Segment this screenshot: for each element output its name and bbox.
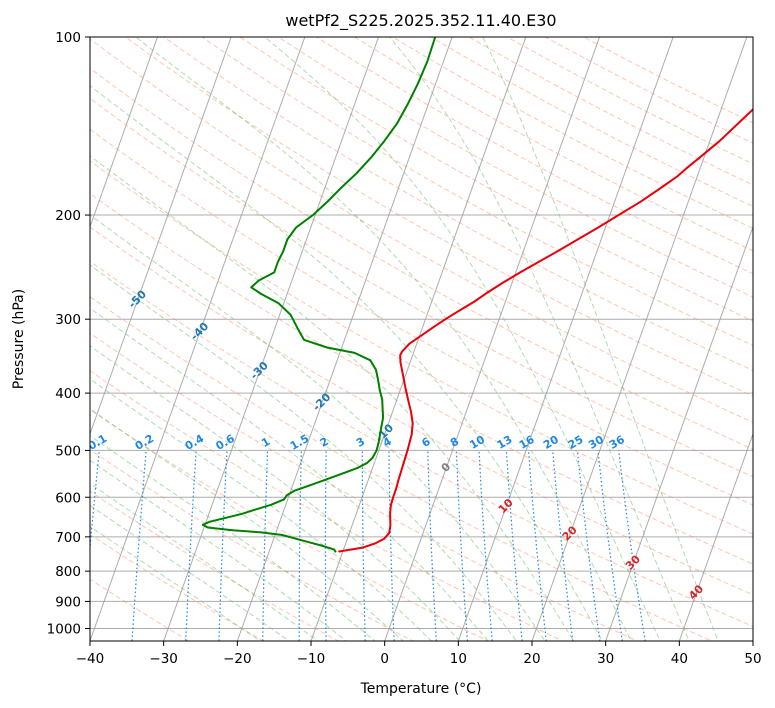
dewpoint-profile [201, 37, 437, 553]
x-tick-label: 10 [450, 651, 467, 667]
isotherm-gridline [605, 225, 753, 641]
mixing-ratio-line [455, 450, 469, 641]
mixing-ratio-line [388, 450, 395, 641]
x-tick-label: 50 [744, 651, 761, 667]
moist-adiabat-line [90, 264, 518, 641]
axes: −40 −30 −20 −10 0 10 20 30 40 50 100 200 300 400 500 60… [47, 30, 762, 667]
x-tick-label: 40 [671, 651, 688, 667]
dry-adiabat-line [90, 370, 564, 641]
plot-background [90, 37, 753, 641]
x-tick-label: 20 [523, 651, 540, 667]
mixing-ratio-line [218, 450, 228, 641]
mixing-ratio-line [527, 450, 547, 641]
dry-adiabat-line [90, 38, 753, 423]
x-tick-label: −20 [223, 651, 252, 667]
x-tick-label: −30 [149, 651, 178, 667]
mixing-ratio-line [618, 450, 646, 641]
chart-title: wetPf2_S225.2025.352.11.40.E30 [285, 11, 556, 31]
y-axis-title: Pressure (hPa) [11, 289, 27, 389]
isotherm-gridline [678, 432, 753, 641]
y-tick-label: 300 [55, 312, 81, 328]
mixing-ratio-line [361, 450, 366, 641]
dry-adiabat-line [90, 67, 753, 450]
mixing-ratio-line [185, 450, 197, 641]
mixing-ratio-line [262, 450, 269, 641]
mixing-ratio-line [90, 450, 100, 554]
y-tick-label: 400 [55, 386, 81, 402]
x-tick-label: −10 [297, 651, 326, 667]
isotherm-gridline [384, 37, 601, 641]
adiabat-label: -60 [68, 242, 91, 265]
mixing-ratio-line [324, 450, 327, 641]
mixing-ratio-line [427, 450, 438, 641]
dry-adiabat-line [90, 97, 753, 478]
dry-adiabat-line [90, 578, 190, 641]
mixing-ratio-line [552, 450, 574, 641]
isotherm-gridline [90, 37, 306, 641]
y-tick-label: 100 [55, 30, 81, 46]
moist-adiabat-line [90, 345, 461, 641]
y-tick-label: 200 [55, 208, 81, 224]
y-tick-label: 900 [55, 594, 81, 610]
mixing-ratio-line [576, 450, 601, 641]
moist-adiabat-line [90, 525, 262, 641]
y-tick-label: 600 [55, 490, 81, 506]
isotherm-gridline [457, 37, 674, 641]
isotherm-gridline [531, 37, 748, 641]
mixing-ratio-line [131, 450, 147, 641]
moist-adiabat-line [90, 504, 290, 641]
mixing-ratio-line [298, 450, 302, 641]
mixing-ratio-line [478, 450, 493, 641]
mixing-ratio-line [597, 450, 624, 641]
x-tick-label: 30 [597, 651, 614, 667]
moist-adiabat-line [482, 37, 719, 641]
adiabat-label: -70 [13, 190, 36, 213]
y-tick-label: 700 [55, 530, 81, 546]
x-tick-label: 0 [380, 651, 389, 667]
dry-adiabat-line [90, 533, 265, 641]
mixing-ratio-line [505, 450, 523, 641]
plot-frame [89, 36, 754, 642]
y-tick-label: 800 [55, 564, 81, 580]
isotherm-gridline [163, 37, 380, 641]
isotherm-gridline [90, 37, 232, 436]
x-tick-label: −40 [76, 651, 105, 667]
isotherm-gridline [236, 37, 453, 641]
y-tick-label: 1000 [47, 621, 81, 637]
y-tick-label: 500 [55, 443, 81, 459]
temperature-profile [338, 107, 753, 553]
x-axis-title: Temperature (°C) [360, 681, 482, 697]
isotherm-gridline [90, 37, 159, 229]
